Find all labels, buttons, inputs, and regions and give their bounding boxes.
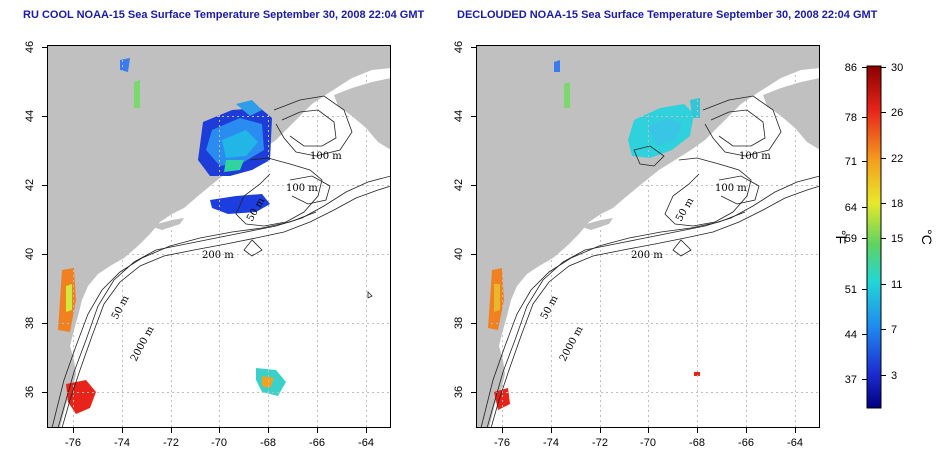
fahrenheit-tick: 44 [845,329,857,341]
left-map-frame [47,45,391,428]
lon-tick-label: -64 [358,437,374,449]
fahrenheit-tick: 59 [845,233,857,245]
lat-tick-label: 36 [453,386,465,398]
fahrenheit-unit-label: °F [833,230,849,244]
lat-tick-label: 44 [24,110,36,122]
right-grid [476,45,820,428]
contour-label: 200 m [631,250,663,261]
fahrenheit-tick: 64 [845,202,857,214]
left-grid [47,45,391,428]
lon-tick-label: -72 [592,437,608,449]
left-lon-tick-labels: -76 -74 -72 -70 -68 -66 -64 [65,437,374,449]
left-land-mainland [47,45,391,428]
temperature-colorbar: 86 78 71 64 59 51 44 37 30 26 22 18 15 1… [833,62,935,409]
left-land-nova-scotia [334,78,391,150]
lon-tick-label: -70 [211,437,227,449]
lat-tick-label: 36 [24,386,36,398]
contour-label: 100 m [715,183,747,194]
right-lon-tick-labels: -76 -74 -72 -70 -68 -66 -64 [494,437,803,449]
left-bathymetry-contours [51,95,391,428]
celsius-tick: 15 [891,233,903,245]
celsius-unit-label: °C [919,229,935,245]
lon-tick-label: -74 [543,437,559,449]
lat-tick-label: 42 [453,179,465,191]
contour-label: 100 m [739,151,771,162]
left-axis-ticks [42,47,367,433]
colorbar-fahrenheit-labels: 86 78 71 64 59 51 44 37 [845,62,857,386]
right-axis-ticks [471,47,796,433]
lat-tick-label: 46 [24,41,36,53]
right-land-mainland [476,45,820,428]
contour-label: 100 m [286,183,318,194]
lat-tick-label: 40 [24,248,36,260]
fahrenheit-tick: 71 [845,156,857,168]
lon-tick-label: -74 [114,437,130,449]
colorbar-ticks [862,67,886,380]
lon-tick-label: -64 [787,437,803,449]
left-map-panel: 100 m 100 m 50 m 200 m 50 m 2000 m -76 -… [24,41,391,449]
celsius-tick: 3 [891,370,897,382]
right-map-frame [476,45,820,428]
left-lat-tick-labels: 36 38 40 42 44 46 [24,41,36,398]
colorbar-celsius-labels: 30 26 22 18 15 11 7 3 [891,62,903,382]
celsius-tick: 30 [891,62,903,74]
contour-label: 100 m [310,151,342,162]
lon-tick-label: -66 [738,437,754,449]
fahrenheit-tick: 86 [845,62,857,74]
lat-tick-label: 46 [453,41,465,53]
fahrenheit-tick: 51 [845,284,857,296]
left-map-title: RU COOL NOAA-15 Sea Surface Temperature … [23,9,425,21]
celsius-tick: 18 [891,198,903,210]
fahrenheit-tick: 37 [845,374,857,386]
lat-tick-label: 40 [453,248,465,260]
fahrenheit-tick: 78 [845,112,857,124]
lon-tick-label: -66 [309,437,325,449]
celsius-tick: 11 [891,279,902,291]
celsius-tick: 26 [891,107,903,119]
right-land-nova-scotia [763,78,820,150]
celsius-tick: 22 [891,153,903,165]
right-land-long-island [579,218,613,230]
lat-tick-label: 42 [24,179,36,191]
right-bathymetry-contours [480,95,820,428]
lat-tick-label: 38 [453,317,465,329]
contour-label: 200 m [202,250,234,261]
left-sst-patches [58,58,286,414]
celsius-tick: 7 [891,324,897,336]
lon-tick-label: -70 [640,437,656,449]
right-map-panel: 100 m 100 m 50 m 200 m 50 m 2000 m -76 -… [453,41,820,449]
left-land-long-island [150,218,184,230]
lon-tick-label: -68 [689,437,705,449]
lon-tick-label: -76 [494,437,510,449]
right-lat-tick-labels: 36 38 40 42 44 46 [453,41,465,398]
right-map-title: DECLOUDED NOAA-15 Sea Surface Temperatur… [457,9,878,21]
lon-tick-label: -68 [260,437,276,449]
right-sst-patches [488,60,700,410]
lat-tick-label: 38 [24,317,36,329]
lon-tick-label: -76 [65,437,81,449]
lat-tick-label: 44 [453,110,465,122]
colorbar-gradient [866,65,882,409]
lon-tick-label: -72 [163,437,179,449]
